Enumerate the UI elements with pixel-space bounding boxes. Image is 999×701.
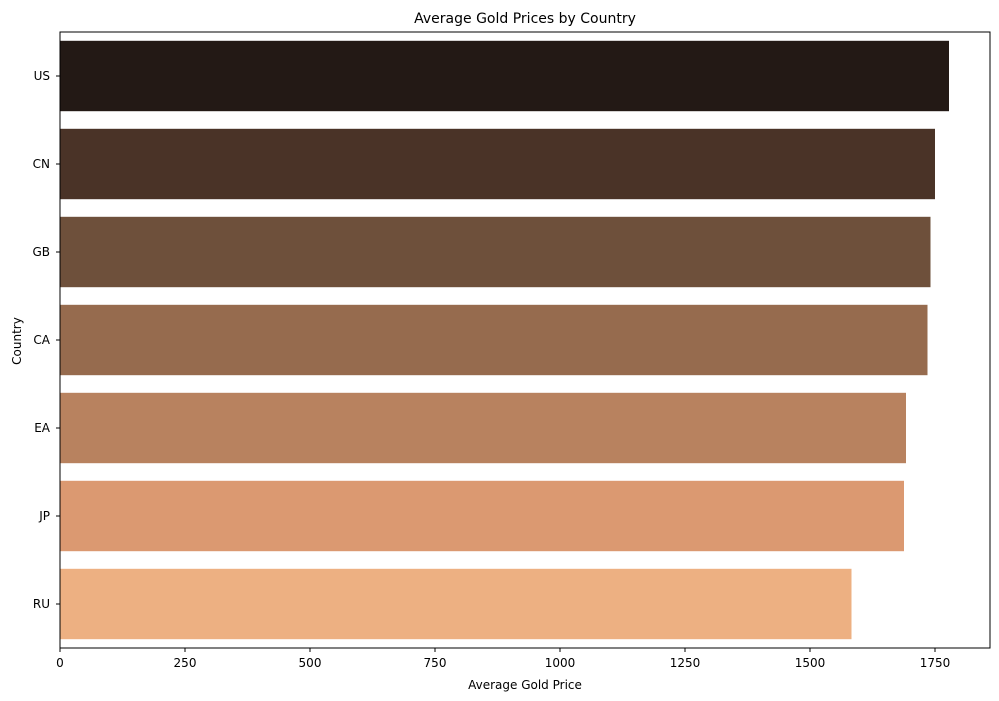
bar-ea bbox=[60, 392, 906, 464]
plot-frame bbox=[59, 31, 991, 649]
x-tick-label: 750 bbox=[424, 656, 447, 670]
y-tick-label-jp: JP bbox=[38, 509, 50, 523]
y-tick-label-ea: EA bbox=[34, 421, 51, 435]
y-tick-label-gb: GB bbox=[32, 245, 50, 259]
x-tick-label: 500 bbox=[299, 656, 322, 670]
bar-cn bbox=[60, 128, 935, 200]
x-tick-label: 1250 bbox=[670, 656, 701, 670]
bar-us bbox=[60, 40, 949, 112]
bar-ru bbox=[60, 568, 852, 640]
x-tick-label: 1500 bbox=[795, 656, 826, 670]
x-tick-label: 250 bbox=[174, 656, 197, 670]
x-tick-label: 1000 bbox=[545, 656, 576, 670]
y-tick-label-ca: CA bbox=[33, 333, 50, 347]
y-axis-ticks: US CN GB CA EA JP RU bbox=[32, 69, 60, 611]
x-axis-ticks: 0 250 500 750 1000 1250 1500 1750 bbox=[56, 648, 950, 670]
y-tick-label-us: US bbox=[34, 69, 50, 83]
y-tick-label-cn: CN bbox=[33, 157, 50, 171]
y-tick-label-ru: RU bbox=[33, 597, 50, 611]
y-axis-label: Country bbox=[10, 317, 24, 365]
x-axis-label: Average Gold Price bbox=[468, 678, 582, 692]
bar-gb bbox=[60, 216, 931, 288]
x-tick-label: 1750 bbox=[920, 656, 951, 670]
x-tick-label: 0 bbox=[56, 656, 64, 670]
bar-jp bbox=[60, 480, 904, 552]
chart-title: Average Gold Prices by Country bbox=[414, 11, 636, 27]
bars-group bbox=[60, 40, 949, 640]
bar-ca bbox=[60, 304, 928, 376]
